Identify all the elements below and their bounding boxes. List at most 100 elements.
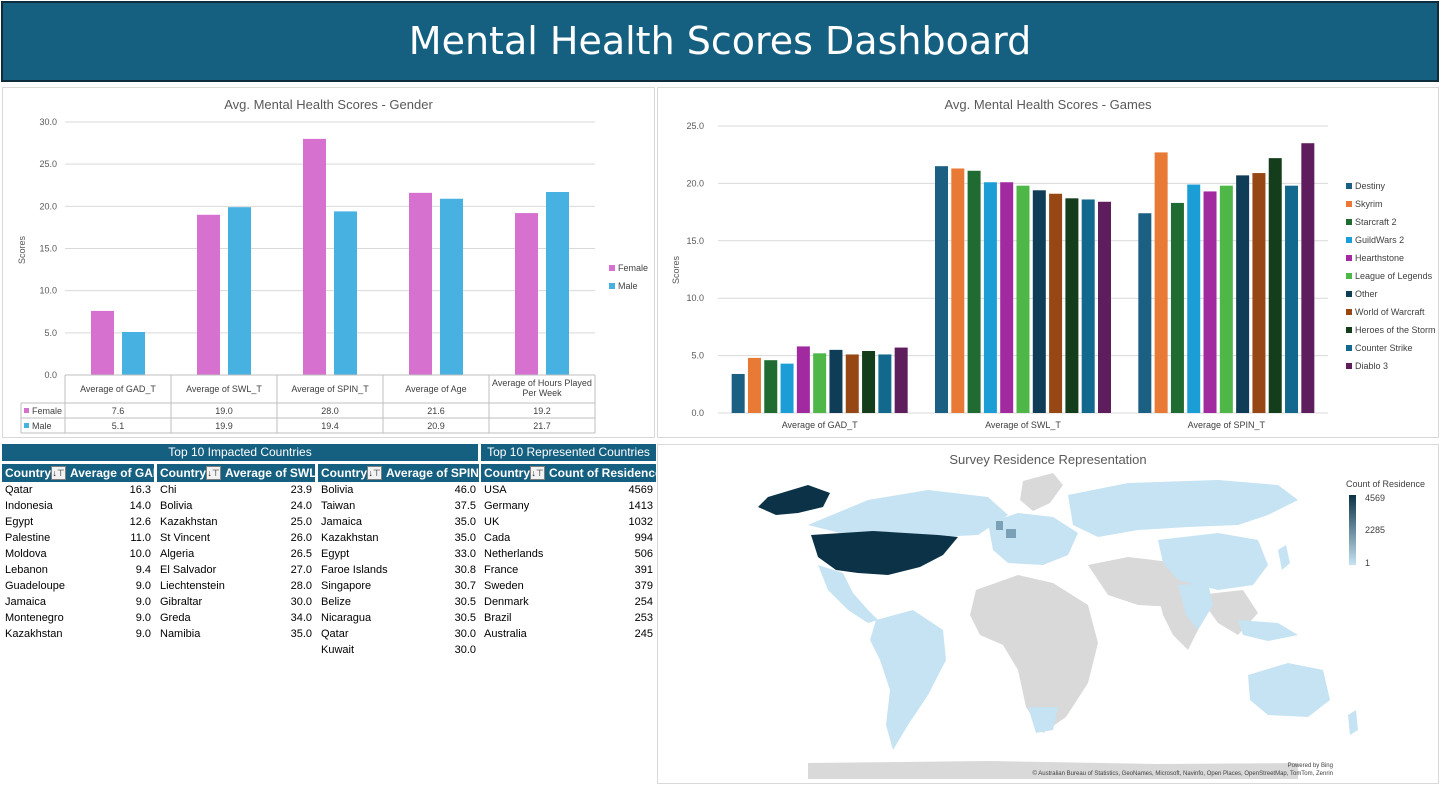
table-row: Singapore 30.7 bbox=[318, 578, 479, 594]
world-map[interactable] bbox=[658, 445, 1440, 785]
legend-label: League of Legends bbox=[1355, 271, 1433, 281]
table-row: Bolivia 46.0 bbox=[318, 482, 479, 498]
cell-value: 30.0 bbox=[454, 644, 476, 656]
bar-destiny bbox=[731, 373, 745, 413]
table-row: Australia 245 bbox=[481, 626, 656, 642]
data-table-value: 19.9 bbox=[215, 421, 233, 431]
cell-value: 10.0 bbox=[129, 548, 151, 560]
cell-country: Montenegro bbox=[5, 612, 64, 624]
cell-value: 9.0 bbox=[135, 580, 151, 592]
cell-value: 37.5 bbox=[454, 500, 476, 512]
y-tick-label: 0.0 bbox=[691, 408, 704, 418]
legend-item-destiny: Destiny bbox=[1346, 177, 1436, 195]
y-tick-label: 25.0 bbox=[39, 159, 57, 169]
sort-filter-icon[interactable]: ↓⊤ bbox=[530, 466, 545, 481]
x-category-label: Average of GAD_T bbox=[782, 420, 858, 430]
table-row: USA 4569 bbox=[481, 482, 656, 498]
table-row: Cada 994 bbox=[481, 530, 656, 546]
cell-country: Palestine bbox=[5, 532, 51, 544]
sort-filter-icon[interactable]: ↓⊤ bbox=[367, 466, 382, 481]
cell-country: Bolivia bbox=[321, 484, 354, 496]
header-country: Country bbox=[484, 466, 530, 480]
legend-swatch bbox=[1346, 219, 1352, 225]
bar-world-of-warcraft bbox=[845, 354, 859, 413]
legend-item-heroes-of-the-storm: Heroes of the Storm bbox=[1346, 321, 1436, 339]
sort-filter-icon[interactable]: ↓⊤ bbox=[51, 466, 66, 481]
table-row: Sweden 379 bbox=[481, 578, 656, 594]
cell-value: 9.0 bbox=[135, 628, 151, 640]
cell-country: Denmark bbox=[484, 596, 529, 608]
table-row: Bolivia 24.0 bbox=[157, 498, 315, 514]
legend-swatch bbox=[1346, 273, 1352, 279]
table-row: Faroe Islands 30.8 bbox=[318, 562, 479, 578]
bar-skyrim bbox=[747, 357, 761, 413]
x-category-label: Average of Age bbox=[405, 384, 466, 394]
y-tick-label: 5.0 bbox=[44, 328, 57, 338]
legend-label: Heroes of the Storm bbox=[1355, 325, 1436, 335]
legend-label: World of Warcraft bbox=[1355, 307, 1425, 317]
cell-value: 506 bbox=[634, 548, 653, 560]
sort-filter-icon[interactable]: ↓⊤ bbox=[206, 466, 221, 481]
bar-diablo-3 bbox=[1098, 201, 1111, 413]
x-category-label-line: Per Week bbox=[522, 388, 562, 398]
data-table-value: 19.4 bbox=[321, 421, 339, 431]
cell-value: 26.5 bbox=[290, 548, 312, 560]
cell-value: 30.7 bbox=[454, 580, 476, 592]
map-title: Survey Residence Representation bbox=[949, 452, 1147, 467]
map-legend-title: Count of Residence bbox=[1346, 479, 1426, 489]
x-category-label: Average of SWL_T bbox=[985, 420, 1061, 430]
bar-male bbox=[440, 198, 463, 375]
cell-country: Liechtenstein bbox=[160, 580, 225, 592]
games-ylabel: Scores bbox=[671, 255, 681, 284]
cell-country: Belize bbox=[321, 596, 351, 608]
bar-female bbox=[91, 310, 114, 375]
table-row: UK 1032 bbox=[481, 514, 656, 530]
header-country: Country bbox=[5, 466, 51, 480]
map-legend-max: 4569 bbox=[1365, 493, 1386, 503]
cell-value: 12.6 bbox=[129, 516, 151, 528]
table-row: France 391 bbox=[481, 562, 656, 578]
bar-female bbox=[197, 214, 220, 375]
legend-label: Hearthstone bbox=[1355, 253, 1405, 263]
cell-value: 253 bbox=[634, 612, 653, 624]
legend-label: Diablo 3 bbox=[1355, 361, 1389, 371]
bar-guildwars-2 bbox=[1187, 184, 1201, 413]
cell-country: Kazakhstan bbox=[160, 516, 218, 528]
bar-male bbox=[546, 191, 569, 375]
bar-guildwars-2 bbox=[780, 363, 794, 413]
y-tick-label: 30.0 bbox=[39, 117, 57, 127]
cell-country: Chi bbox=[160, 484, 177, 496]
legend-item-hearthstone: Hearthstone bbox=[1346, 249, 1436, 267]
data-table-value: 21.6 bbox=[427, 406, 445, 416]
gender-chart-title: Avg. Mental Health Scores - Gender bbox=[224, 97, 433, 112]
bar-hearthstone bbox=[1000, 182, 1014, 413]
legend-swatch bbox=[1346, 201, 1352, 207]
cell-country: France bbox=[484, 564, 519, 576]
residence-table-header: Country ↓⊤ Count of Residence bbox=[481, 464, 662, 482]
legend-item-league-of-legends: League of Legends bbox=[1346, 267, 1436, 285]
cell-country: Australia bbox=[484, 628, 527, 640]
bar-guildwars-2 bbox=[983, 182, 997, 413]
bar-hearthstone bbox=[1203, 191, 1217, 413]
gender-chart-panel[interactable]: Avg. Mental Health Scores - Gender Score… bbox=[2, 87, 655, 438]
table-row: Gibraltar 30.0 bbox=[157, 594, 315, 610]
table-row: Jamaica 9.0 bbox=[2, 594, 154, 610]
table-row: Namibia 35.0 bbox=[157, 626, 315, 642]
cell-country: Kuwait bbox=[321, 644, 355, 656]
map-attribution: © Australian Bureau of Statistics, GeoNa… bbox=[1032, 771, 1333, 777]
bar-other bbox=[829, 349, 843, 413]
map-panel[interactable]: Survey Residence Representation bbox=[657, 444, 1439, 784]
cell-country: Kazakhstan bbox=[321, 532, 379, 544]
y-tick-label: 20.0 bbox=[686, 178, 704, 188]
header-country: Country bbox=[160, 466, 206, 480]
cell-value: 994 bbox=[634, 532, 653, 544]
legend-swatch bbox=[1346, 309, 1352, 315]
cell-country: Bolivia bbox=[160, 500, 193, 512]
cell-value: 391 bbox=[634, 564, 653, 576]
table-row: Greda 34.0 bbox=[157, 610, 315, 626]
games-chart-panel[interactable]: Avg. Mental Health Scores - Games Scores… bbox=[657, 87, 1439, 438]
table-row: Algeria 26.5 bbox=[157, 546, 315, 562]
header-value: ↓⊤ Average of SPIN bbox=[367, 466, 479, 481]
legend-swatch bbox=[1346, 363, 1352, 369]
cell-country: Brazil bbox=[484, 612, 512, 624]
